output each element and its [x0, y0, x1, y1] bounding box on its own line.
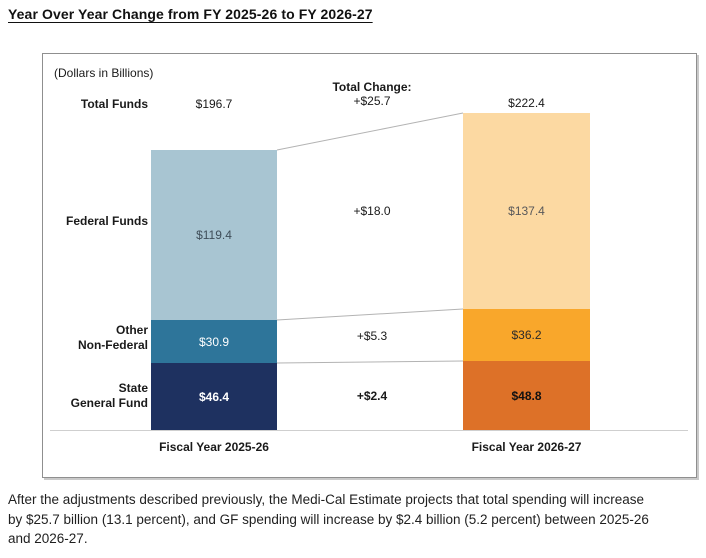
- bar-value-label: $48.8: [511, 388, 542, 403]
- bar-segment-other-nonfederal-fy2025-26: $30.9: [151, 320, 277, 363]
- row-label-line: Non-Federal: [77, 338, 148, 352]
- total-change-value: +$25.7: [353, 94, 391, 108]
- units-note: (Dollars in Billions): [54, 66, 154, 80]
- change-label-federal: +$18.0: [353, 204, 391, 218]
- bar-value-label: $137.4: [508, 204, 545, 218]
- row-label-line: General Fund: [70, 396, 148, 410]
- bar-segment-federal-fy2026-27: $137.4: [463, 113, 590, 309]
- bar-segment-state-general-fund-fy2026-27: $48.8: [463, 361, 590, 430]
- row-label-other-nonfederal: Other Non-Federal: [28, 323, 148, 353]
- bar-value-label: $119.4: [196, 228, 232, 242]
- caption-paragraph: After the adjustments described previous…: [8, 492, 649, 546]
- change-label-other-nonfederal: +$5.3: [356, 329, 388, 343]
- x-axis-label-fy2026-27: Fiscal Year 2026-27: [471, 440, 582, 454]
- bar-segment-state-general-fund-fy2025-26: $46.4: [151, 363, 277, 430]
- total-funds-label: Total Funds: [80, 97, 148, 111]
- row-label-federal-funds: Federal Funds: [65, 214, 148, 228]
- total-value-fy2025-26: $196.7: [195, 97, 233, 111]
- row-label-line: Other: [115, 323, 148, 337]
- bar-segment-federal-fy2025-26: $119.4: [151, 150, 277, 320]
- row-label-line: State: [118, 381, 148, 395]
- bar-segment-other-nonfederal-fy2026-27: $36.2: [463, 309, 590, 361]
- change-label-state-general-fund: +$2.4: [356, 389, 388, 403]
- bar-value-label: $36.2: [511, 328, 542, 342]
- total-change-label: Total Change:: [332, 80, 412, 94]
- page-title: Year Over Year Change from FY 2025-26 to…: [8, 6, 373, 22]
- row-label-state-general-fund: State General Fund: [28, 381, 148, 411]
- bar-value-label: $30.9: [198, 334, 230, 349]
- total-value-fy2026-27: $222.4: [508, 96, 545, 110]
- bar-value-label: $46.4: [198, 389, 230, 404]
- x-axis-label-fy2025-26: Fiscal Year 2025-26: [159, 440, 269, 454]
- chart-panel: [42, 53, 697, 478]
